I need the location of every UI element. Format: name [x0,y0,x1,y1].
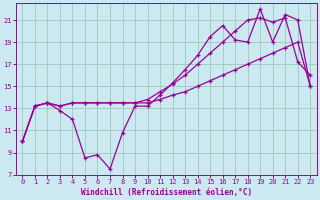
X-axis label: Windchill (Refroidissement éolien,°C): Windchill (Refroidissement éolien,°C) [81,188,252,197]
